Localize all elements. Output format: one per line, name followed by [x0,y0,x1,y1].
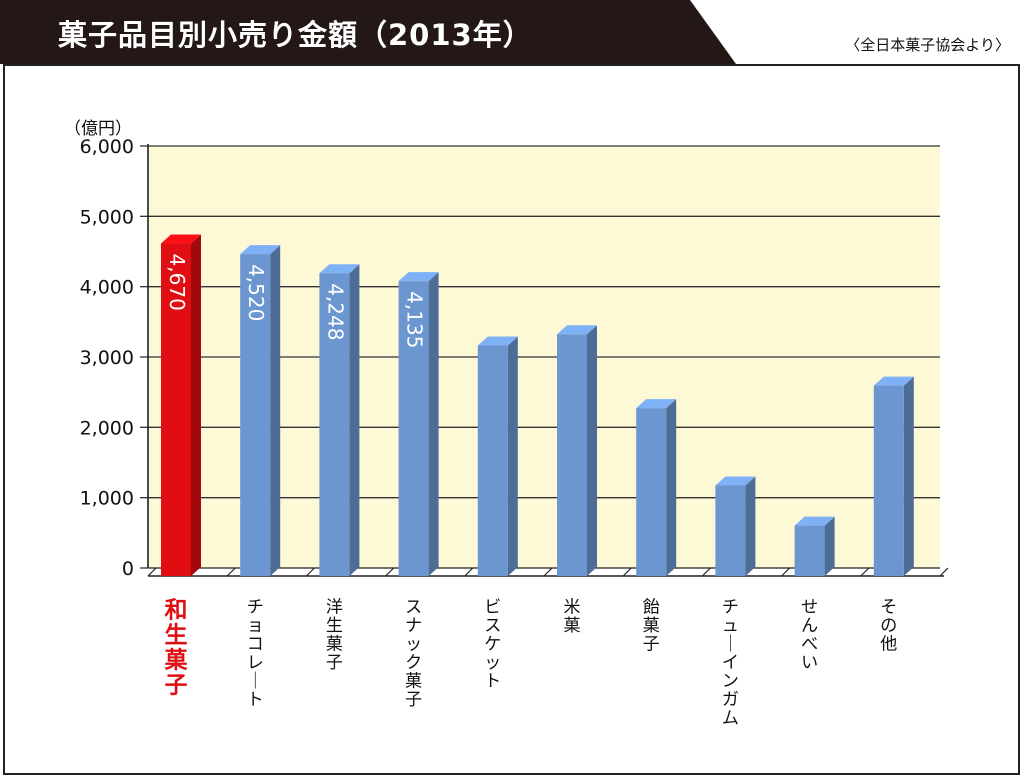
title-banner [0,0,736,64]
bar-side [191,234,201,576]
x-tick [464,567,474,577]
x-tick-label: 洋生菓子 [326,597,343,673]
x-tick-label: 飴菓子 [643,597,660,654]
x-tick-label: 米菓 [564,597,581,636]
y-tick-label: 5,000 [80,206,134,228]
bar [715,485,746,576]
data-label: 4,520 [244,264,268,321]
bar-side [903,376,914,576]
x-tick [543,567,553,577]
bar [477,345,508,576]
x-tick [939,567,949,577]
bar-side [587,325,597,576]
bar-side [824,516,835,576]
y-tick-label: 2,000 [80,417,134,439]
data-label: 4,670 [165,254,189,311]
x-tick [147,567,157,577]
x-tick-label: ビスケット [484,597,501,691]
bar-top [557,325,597,335]
bar-top [319,264,360,274]
y-tick-label: 4,000 [80,277,134,299]
bar-top [715,476,756,486]
bar-top [873,376,914,386]
x-tick [622,567,632,577]
bar [319,273,350,576]
bar [636,408,667,576]
x-tick [781,567,791,577]
x-tick-label: 和生菓子 [164,598,189,699]
x-tick-label: その他 [880,597,897,654]
bar-side [745,476,756,576]
x-tick-label: チュ｜インガム [722,597,739,728]
y-tick-label: 1,000 [80,488,134,510]
bar-side [428,272,439,576]
x-tick-label: スナック菓子 [405,597,422,710]
bar-top [636,399,677,409]
y-tick-label: 0 [122,558,134,580]
x-tick-label: せんべい [801,597,818,673]
bar [794,525,825,576]
x-tick [385,567,395,577]
bar [161,243,191,576]
x-tick [226,567,236,577]
x-tick [305,567,315,577]
bar-top [477,336,518,346]
bar-side [270,245,281,577]
source-note: 〈全日本菓子協会より〉 [845,36,1010,54]
bar-top [398,272,439,282]
bar [873,385,904,576]
bar [240,254,271,577]
chart-title: 菓子品目別小売り金額（2013年） [58,18,533,52]
bar-top [161,234,201,244]
bar-top [794,516,835,526]
bar-side [666,399,677,576]
x-tick [860,567,870,577]
x-tick [701,567,711,577]
bar-top [240,245,281,255]
x-tick-label: チョコレ｜ト [247,597,264,710]
y-unit-label: （億円） [64,119,132,139]
data-label: 4,248 [323,283,347,340]
y-tick-label: 6,000 [80,136,134,158]
bar-side [507,336,518,576]
data-label: 4,135 [403,291,427,348]
bar [557,334,587,576]
bar [398,281,429,576]
bar-side [349,264,360,576]
y-tick-label: 3,000 [80,347,134,369]
